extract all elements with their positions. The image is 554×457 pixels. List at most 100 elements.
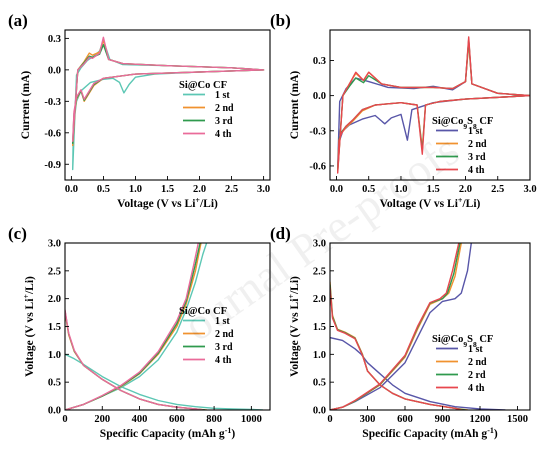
legend-label: 2 nd: [215, 329, 234, 340]
panel-label: (a): [8, 11, 28, 30]
legend-label: 1 st: [468, 126, 483, 137]
x-axis-label-end: /Li): [461, 198, 480, 210]
plot-frame: [64, 29, 271, 181]
x-tick-label: 3.0: [523, 184, 536, 195]
panel-b: 0.0 0.5 1.0 1.5 2.0 2.5 3.0 -0.6 -0.3 0.0 0.3 Volta…: [270, 11, 537, 210]
legend-title-main: Si@Co: [432, 334, 463, 345]
y-axis-label: Current (mA): [289, 71, 301, 140]
x-axis-label-end: ): [231, 428, 235, 440]
legend-title-mid: S: [467, 116, 473, 127]
plot-frame: [329, 242, 531, 411]
x-tick-label: 2.0: [193, 184, 206, 195]
y-tick-label: 1.0: [48, 350, 61, 361]
series-charge-line-d-2: [330, 243, 462, 410]
x-axis-label: Specific Capacity (mAh g-1): [100, 426, 236, 441]
legend-title-end: CF: [477, 334, 494, 345]
y-axis-label-sup: +: [22, 294, 31, 299]
y-tick-label: 1.0: [313, 350, 326, 361]
y-tick-label: 3.0: [313, 239, 326, 250]
series-line-c-1: [65, 353, 264, 410]
x-tick-label: 900: [435, 414, 451, 425]
panel-label: (d): [270, 224, 291, 243]
y-tick-label: 2.0: [313, 294, 326, 305]
legend-label: 3 rd: [215, 116, 233, 127]
legend-title: Si@Co9S8 CF: [432, 334, 493, 349]
x-tick-label: 1.0: [129, 184, 142, 195]
x-tick-label: 0.0: [65, 184, 78, 195]
x-tick-label: 300: [360, 414, 376, 425]
x-tick-label: 1000: [241, 414, 262, 425]
legend-title-sub: 9: [463, 122, 467, 131]
legend-label: 4 th: [468, 165, 485, 176]
x-tick-label: 800: [206, 414, 222, 425]
x-axis-label-end: /Li): [199, 198, 218, 210]
x-tick-label: 2.0: [459, 184, 472, 195]
legend-title: Si@Co CF: [179, 80, 227, 91]
y-axis-label-sup: +: [287, 294, 296, 299]
y-axis-label-main: Voltage (V vs Li: [24, 298, 36, 377]
series-line-a-4: [72, 36, 265, 142]
y-axis-label: Voltage (V vs Li+/Li): [287, 276, 302, 377]
series-line-d-1: [330, 336, 506, 410]
y-tick-label: -0.6: [309, 161, 326, 172]
legend-label: 2 nd: [468, 357, 487, 368]
x-axis-label-sup: -1: [225, 426, 232, 435]
series-line-c-3: [65, 310, 206, 410]
series-line-a-1: [72, 39, 265, 171]
series-line-d-3: [330, 284, 466, 410]
legend-title-sub: 9: [463, 340, 467, 349]
legend-label: 2 nd: [215, 103, 234, 114]
y-tick-label: -0.6: [44, 128, 61, 139]
y-axis-label-main: Current (mA): [20, 71, 32, 140]
y-tick-label: 2.5: [313, 266, 326, 277]
series-group: [72, 36, 265, 171]
x-axis-label-main: Specific Capacity (mAh g: [362, 428, 487, 440]
y-tick-label: 0.5: [313, 378, 326, 389]
x-axis-label-end: ): [494, 428, 498, 440]
x-axis-label-main: Voltage (V vs Li: [380, 198, 459, 210]
panel-label: (c): [8, 224, 27, 243]
series-group: [337, 36, 530, 174]
series-charge-line-d-3: [330, 243, 461, 410]
legend-label: 1 st: [215, 316, 230, 327]
x-tick-label: 0: [327, 414, 332, 425]
x-tick-label: 3.0: [257, 184, 270, 195]
y-tick-label: 1.5: [313, 322, 326, 333]
legend-title-sub: 8: [473, 340, 477, 349]
x-axis-label: Voltage (V vs Li+/Li): [117, 196, 218, 211]
x-tick-label: 600: [397, 414, 413, 425]
y-tick-label: 0.0: [48, 406, 61, 417]
legend-title-end: CF: [477, 116, 494, 127]
series-charge-line-d-1: [330, 243, 472, 410]
series-line-d-4: [330, 286, 464, 410]
y-tick-label: 0.3: [48, 34, 61, 45]
legend-label: 1 st: [468, 344, 483, 355]
x-axis-label-main: Specific Capacity (mAh g: [100, 428, 225, 440]
series-line-a-2: [72, 39, 265, 147]
y-axis-label-end: /Li): [24, 276, 36, 295]
panel-label: (b): [270, 11, 291, 30]
x-tick-label: 1.5: [161, 184, 174, 195]
legend-label: 2 rd: [468, 370, 486, 381]
legend-label: 1 st: [215, 90, 230, 101]
x-tick-label: 0: [62, 414, 67, 425]
y-tick-label: 0.5: [48, 378, 61, 389]
series-line-b-4: [337, 36, 530, 174]
legend-title-sub: 8: [473, 122, 477, 131]
plot-frame: [329, 29, 531, 181]
x-axis-label-sup: +: [195, 196, 200, 205]
x-tick-label: 600: [169, 414, 185, 425]
series-line-c-2: [65, 311, 208, 410]
y-tick-label: -0.3: [44, 97, 61, 108]
x-axis-label: Specific Capacity (mAh g-1): [362, 426, 498, 441]
series-line-b-1: [337, 39, 530, 169]
x-axis-label: Voltage (V vs Li+/Li): [380, 196, 481, 211]
panel-a: 0.0 0.5 1.0 1.5 2.0 2.5 3.0 -0.9 -0.6 -0.3 0.0 0.3 V…: [8, 11, 271, 211]
legend-title-mid: S: [467, 334, 473, 345]
x-axis-label-sup: +: [458, 196, 463, 205]
panel-c: 0 200 400 600 800 1000 0.0 0.5 1.0 1.5 2.0 2.5 3.0 Sp…: [8, 224, 271, 441]
series-line-a-3: [72, 44, 265, 144]
x-tick-label: 1200: [470, 414, 491, 425]
y-tick-label: 0.3: [313, 56, 326, 67]
